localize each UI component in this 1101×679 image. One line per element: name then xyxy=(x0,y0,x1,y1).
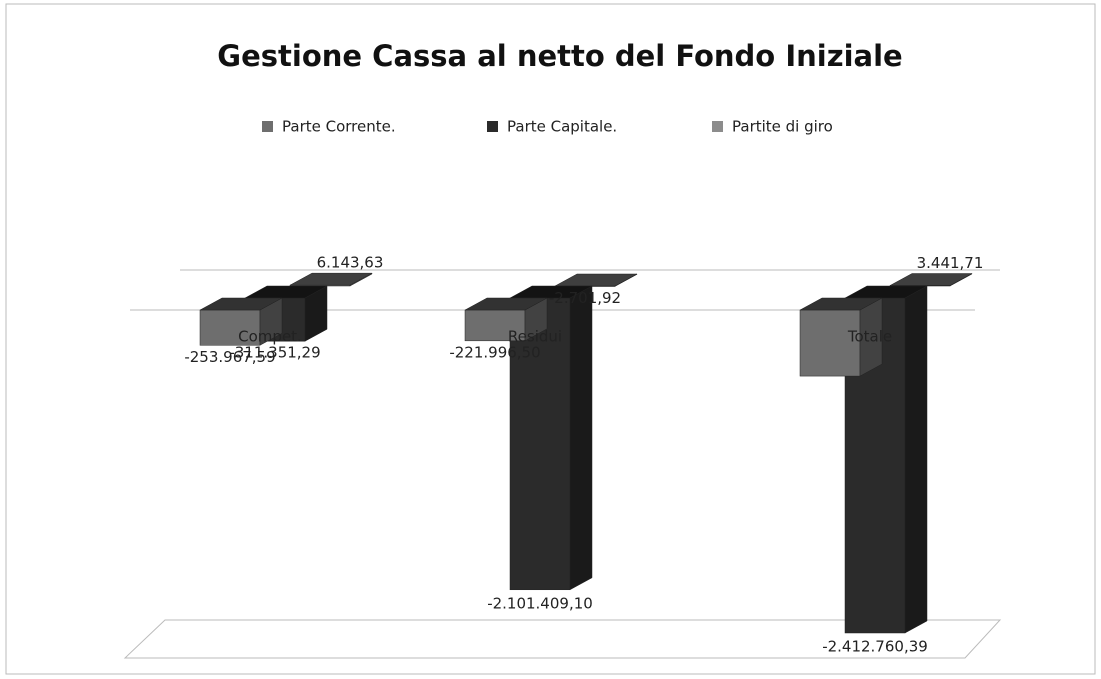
bar-front xyxy=(199,309,261,346)
data-label: 6.143,63 xyxy=(317,254,384,272)
bar-top xyxy=(799,297,883,311)
bar-top xyxy=(244,285,328,299)
category-label: Totale xyxy=(847,328,892,346)
bar-front xyxy=(464,309,526,342)
bar xyxy=(199,297,283,346)
floor xyxy=(123,619,1002,659)
data-label: -2.412.760,39 xyxy=(822,638,928,656)
bar-top xyxy=(199,297,283,311)
legend-swatch xyxy=(262,121,273,132)
legend-label: Partite di giro xyxy=(732,118,833,136)
bar-top xyxy=(509,285,593,299)
bar-top xyxy=(464,297,548,311)
legend: Parte Corrente. Parte Capitale. Partite di… xyxy=(262,118,833,136)
bar-top xyxy=(844,285,928,299)
data-label: -2.701,92 xyxy=(549,289,621,307)
bar xyxy=(799,297,883,377)
chart-title: Gestione Cassa al netto del Fondo Inizia… xyxy=(217,39,902,73)
data-label: -221.996,50 xyxy=(449,343,540,361)
bar-top xyxy=(554,273,638,287)
legend-swatch xyxy=(487,121,498,132)
bar-front xyxy=(509,297,571,591)
bar-side xyxy=(569,285,593,591)
data-label: -253.967,59 xyxy=(184,348,275,366)
bar-front xyxy=(799,309,861,377)
data-label: -2.101.409,10 xyxy=(487,594,593,612)
bar xyxy=(464,297,548,342)
data-label: 3.441,71 xyxy=(917,254,984,272)
bar xyxy=(289,272,373,287)
data-label: -311.351,29 xyxy=(229,344,320,362)
legend-label: Parte Capitale. xyxy=(507,118,617,136)
category-label: Residui xyxy=(508,328,562,346)
legend-label: Parte Corrente. xyxy=(282,118,396,136)
bar-top xyxy=(889,273,973,286)
plot: Compet. Residui Totale 6.143,63 -2.701,92 3.4… xyxy=(184,254,983,656)
legend-swatch xyxy=(712,121,723,132)
bar-top xyxy=(289,272,373,286)
bar-side xyxy=(904,285,928,634)
bar xyxy=(509,285,593,591)
category-label: Compet. xyxy=(238,328,302,346)
